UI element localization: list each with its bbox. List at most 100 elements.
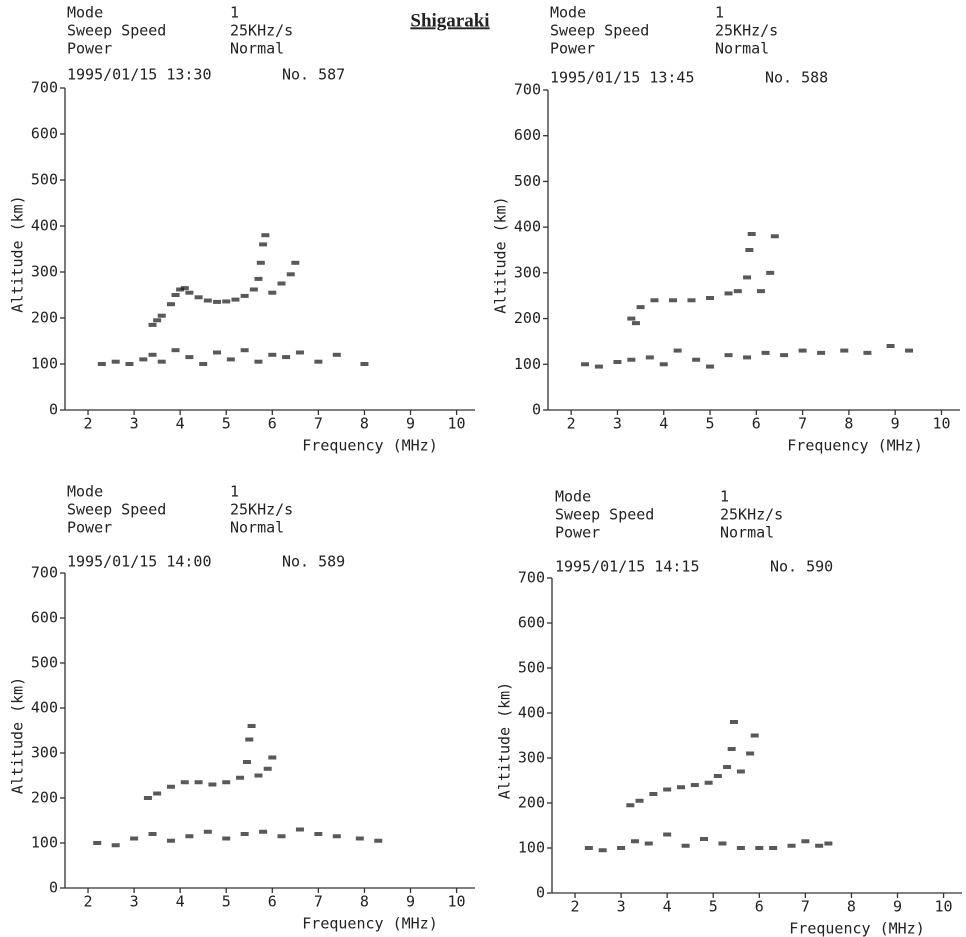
echo-dot xyxy=(180,286,189,291)
x-tick-label: 10 xyxy=(448,415,466,433)
echo-dot xyxy=(756,289,765,294)
echo-dot xyxy=(148,832,157,836)
x-tick-label: 7 xyxy=(798,415,807,433)
record-number: No. 587 xyxy=(282,66,345,84)
echo-dot xyxy=(692,357,701,362)
echo-dot xyxy=(247,724,256,728)
header-label: Mode xyxy=(67,4,103,22)
echo-dot xyxy=(704,780,713,785)
echo-dot xyxy=(93,841,102,845)
y-tick-label: 700 xyxy=(514,81,541,99)
echo-dot xyxy=(295,350,304,355)
echo-dot xyxy=(750,733,759,738)
header-value: Normal xyxy=(230,40,284,58)
echo-dot xyxy=(745,248,754,252)
y-tick-label: 500 xyxy=(31,654,58,672)
date: 1995/01/15 13:30 xyxy=(67,66,212,84)
echo-dot xyxy=(770,234,779,239)
echo-dot xyxy=(374,838,383,843)
header-label: Mode xyxy=(67,483,103,501)
header-label: Power xyxy=(550,40,595,58)
echo-dot xyxy=(259,242,268,247)
x-tick-label: 2 xyxy=(84,415,93,433)
header-label: Power xyxy=(555,524,600,542)
header-value: Normal xyxy=(230,519,284,537)
y-axis-label: Altitude (km) xyxy=(492,196,510,313)
y-tick-label: 500 xyxy=(31,171,58,189)
x-tick-label: 7 xyxy=(801,898,810,916)
echo-dot xyxy=(733,289,742,294)
header-label: Power xyxy=(67,519,112,537)
x-tick-label: 9 xyxy=(891,415,900,433)
x-tick-label: 10 xyxy=(932,415,950,433)
echo-dot xyxy=(111,359,120,364)
x-tick-label: 5 xyxy=(709,898,718,916)
header-value: 1 xyxy=(720,488,729,506)
echo-dot xyxy=(249,287,258,292)
x-tick-label: 8 xyxy=(844,415,853,433)
echo-dot xyxy=(240,832,249,836)
x-tick-label: 9 xyxy=(893,898,902,916)
x-tick-label: 2 xyxy=(84,893,93,911)
echo-dot xyxy=(282,355,291,360)
echo-dot xyxy=(111,843,120,848)
echo-dot xyxy=(157,313,166,318)
y-tick-label: 300 xyxy=(31,744,58,762)
echo-dot xyxy=(594,364,603,369)
x-axis-label: Frequency (MHz) xyxy=(787,437,922,455)
echo-dot xyxy=(166,784,175,789)
y-tick-label: 600 xyxy=(518,614,545,632)
echo-dot xyxy=(706,364,715,369)
header-label: Sweep Speed xyxy=(555,506,654,524)
record-number: No. 589 xyxy=(282,553,345,571)
header-value: 25KHz/s xyxy=(230,501,293,519)
echo-dot xyxy=(727,747,736,751)
y-tick-label: 300 xyxy=(31,263,58,281)
echo-dot xyxy=(706,296,715,300)
y-tick-label: 400 xyxy=(31,217,58,235)
echo-dot xyxy=(718,841,727,846)
header-value: 25KHz/s xyxy=(715,22,778,40)
echo-dot xyxy=(263,766,272,771)
y-tick-label: 700 xyxy=(31,564,58,582)
echo-dot xyxy=(226,357,235,362)
echo-dot xyxy=(254,276,263,281)
echo-dot xyxy=(659,362,668,367)
echo-dot xyxy=(769,846,778,850)
x-tick-label: 3 xyxy=(130,415,139,433)
echo-dot xyxy=(153,791,162,796)
echo-dot xyxy=(194,295,203,300)
x-tick-label: 3 xyxy=(130,893,139,911)
x-tick-label: 10 xyxy=(935,898,953,916)
echo-dot xyxy=(139,357,148,362)
echo-dot xyxy=(242,760,251,764)
echo-dot xyxy=(644,841,653,846)
x-axis-label: Frequency (MHz) xyxy=(302,437,437,455)
y-tick-label: 400 xyxy=(514,218,541,236)
echo-dot xyxy=(626,803,635,808)
header-value: 25KHz/s xyxy=(230,22,293,40)
x-tick-label: 2 xyxy=(567,415,576,433)
echo-dot xyxy=(700,837,709,841)
echo-dot xyxy=(203,298,212,303)
y-tick-label: 0 xyxy=(536,884,545,902)
echo-dot xyxy=(355,836,364,841)
echo-dot xyxy=(824,841,833,846)
echo-dot xyxy=(143,796,152,800)
echo-dot xyxy=(213,350,222,355)
echo-dot xyxy=(166,302,175,307)
echo-dot xyxy=(787,843,796,848)
y-tick-label: 0 xyxy=(532,401,541,419)
echo-dot xyxy=(97,362,106,366)
x-tick-label: 2 xyxy=(571,898,580,916)
echo-dot xyxy=(213,299,222,304)
y-tick-label: 700 xyxy=(518,569,545,587)
header-value: Normal xyxy=(720,524,774,542)
echo-dot xyxy=(627,357,636,362)
header-label: Mode xyxy=(550,4,586,22)
echo-dot xyxy=(584,846,593,850)
y-tick-label: 700 xyxy=(31,79,58,97)
echo-dot xyxy=(736,769,745,774)
y-tick-label: 600 xyxy=(31,125,58,143)
echo-dot xyxy=(817,350,826,355)
